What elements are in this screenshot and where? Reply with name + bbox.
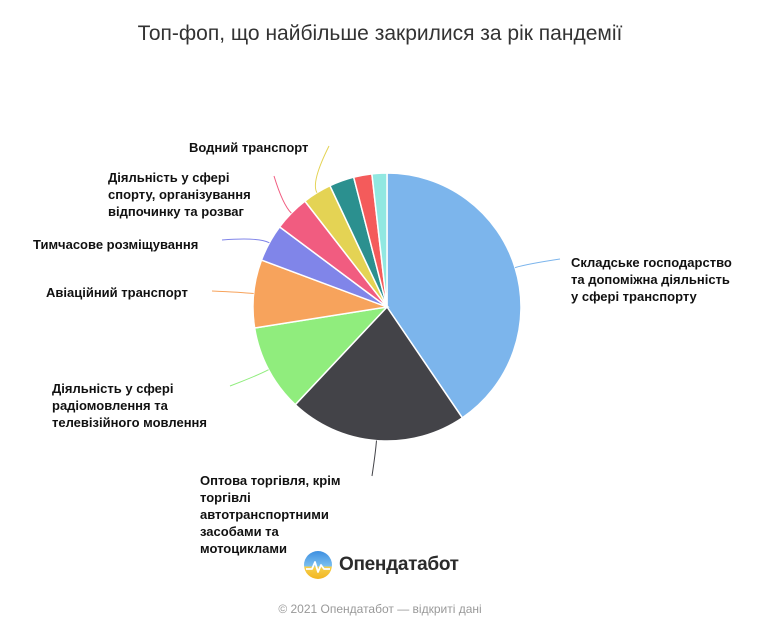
slice-label-sports: Діяльність у сфері спорту, організування… (108, 169, 251, 220)
slice-label-warehousing: Складське господарство та допоміжна діял… (571, 254, 732, 305)
connector-line-accommodation (221, 238, 270, 244)
pie-slice-other-3 (371, 172, 388, 308)
slice-label-broadcasting: Діяльність у сфері радіомовлення та теле… (52, 380, 207, 431)
label-line: Оптова торгівля, крім (200, 473, 341, 488)
footer-credit: © 2021 Опендатабот — відкриті дані (278, 602, 482, 616)
connector-line-sports (273, 175, 292, 214)
label-line: Діяльність у сфері (108, 170, 230, 185)
label-line: відпочинку та розваг (108, 204, 244, 219)
pie-slice-wholesale (294, 305, 464, 442)
label-line: Тимчасове розміщування (33, 237, 199, 252)
connector-line-warehousing (514, 258, 561, 269)
connector-line-wholesale (371, 440, 377, 477)
label-line: спорту, організування (108, 187, 251, 202)
connector-line-aviation (211, 290, 254, 295)
slice-label-aviation: Авіаційний транспорт (46, 284, 188, 301)
pie-chart (211, 145, 561, 477)
slice-label-water-transport: Водний транспорт (189, 139, 308, 156)
label-line: Діяльність у сфері (52, 381, 174, 396)
brand-name: Опендатабот (339, 554, 459, 575)
slice-label-accommodation: Тимчасове розміщування (33, 236, 198, 253)
pie-slice-broadcasting (253, 305, 390, 406)
label-line: Складське господарство (571, 255, 732, 270)
label-line: Авіаційний транспорт (46, 285, 188, 300)
label-line: мотоциклами (200, 541, 287, 556)
connector-line-broadcasting (229, 369, 269, 387)
label-line: торгівлі (200, 490, 251, 505)
label-line: у сфері транспорту (571, 289, 697, 304)
brand-logo: Опендатабот (303, 550, 459, 580)
opendatabot-logo-icon (304, 551, 332, 579)
label-line: Водний транспорт (189, 140, 309, 155)
label-line: автотранспортними (200, 507, 329, 522)
label-line: засобами та (200, 524, 279, 539)
slice-label-wholesale: Оптова торгівля, крім торгівлі автотранс… (200, 472, 340, 557)
chart-title: Топ-фоп, що найбільше закрилися за рік п… (137, 22, 623, 45)
label-line: та допоміжна діяльність (571, 272, 730, 287)
label-line: телевізійного мовлення (52, 415, 207, 430)
label-line: радіомовлення та (52, 398, 168, 413)
connector-line-water-transport (314, 145, 330, 194)
